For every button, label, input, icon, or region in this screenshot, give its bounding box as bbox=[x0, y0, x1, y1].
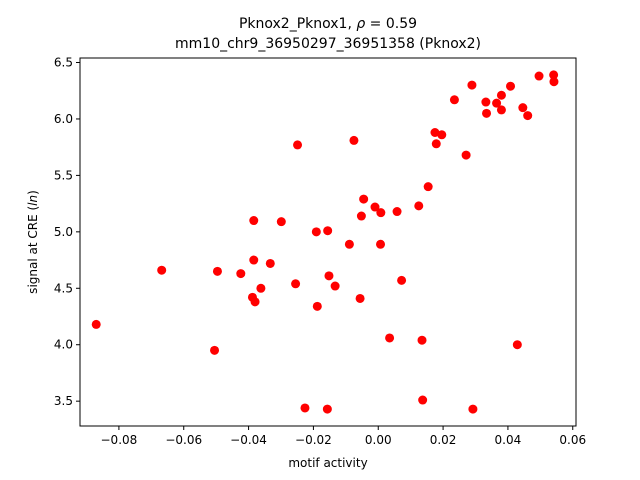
data-point bbox=[397, 275, 407, 285]
y-tick-label: 4.5 bbox=[54, 281, 73, 295]
plot-frame bbox=[79, 57, 577, 427]
data-point bbox=[467, 80, 477, 90]
data-point bbox=[355, 293, 365, 303]
y-tick-label: 6.5 bbox=[54, 56, 73, 70]
data-point bbox=[496, 90, 506, 100]
data-point bbox=[418, 395, 428, 405]
data-point bbox=[468, 404, 478, 414]
data-point bbox=[157, 265, 167, 275]
x-axis: −0.08 −0.06 −0.04 −0.02 0.00 0.02 0.04 0.06 bbox=[101, 426, 586, 447]
data-point bbox=[392, 207, 402, 217]
y-tick-label: 3.5 bbox=[54, 394, 73, 408]
data-point bbox=[518, 103, 528, 113]
x-tick-label: 0.02 bbox=[430, 433, 457, 447]
data-point bbox=[359, 194, 369, 204]
data-point bbox=[385, 333, 395, 343]
data-point bbox=[249, 216, 259, 226]
y-tick-label: 6.0 bbox=[54, 112, 73, 126]
chart-title-line2: mm10_chr9_36950297_36951358 (Pknox2) bbox=[175, 36, 481, 52]
data-point bbox=[291, 279, 301, 289]
data-point bbox=[276, 217, 286, 227]
data-point bbox=[356, 211, 366, 221]
x-tick-label: −0.04 bbox=[230, 433, 267, 447]
x-tick-label: 0.00 bbox=[365, 433, 392, 447]
x-tick-label: −0.06 bbox=[165, 433, 202, 447]
data-point bbox=[370, 202, 380, 212]
data-point bbox=[496, 105, 506, 115]
data-point bbox=[349, 135, 359, 145]
data-points bbox=[91, 70, 559, 414]
data-point bbox=[414, 201, 424, 211]
data-point bbox=[311, 227, 321, 237]
y-tick-label: 4.0 bbox=[54, 338, 73, 352]
y-tick-label: 5.0 bbox=[54, 225, 73, 239]
data-point bbox=[300, 403, 310, 413]
data-point bbox=[431, 139, 441, 149]
plot-area bbox=[79, 57, 577, 427]
data-point bbox=[492, 98, 502, 108]
data-point bbox=[523, 111, 533, 121]
x-tick-label: 0.06 bbox=[559, 433, 586, 447]
data-point bbox=[265, 258, 275, 268]
data-point bbox=[91, 319, 101, 329]
y-axis: 3.5 4.0 4.5 5.0 5.5 6.0 6.5 bbox=[54, 56, 80, 408]
y-tick-label: 5.5 bbox=[54, 168, 73, 182]
x-tick-label: 0.04 bbox=[495, 433, 522, 447]
data-point bbox=[312, 301, 322, 311]
data-point bbox=[236, 269, 246, 279]
data-point bbox=[256, 283, 266, 293]
data-point bbox=[481, 97, 491, 107]
data-point bbox=[549, 77, 559, 87]
data-point bbox=[376, 239, 386, 249]
data-point bbox=[482, 108, 492, 118]
data-point bbox=[506, 81, 516, 91]
data-point bbox=[249, 255, 259, 265]
data-point bbox=[549, 70, 559, 80]
data-point bbox=[376, 208, 386, 218]
data-point bbox=[461, 150, 471, 160]
y-axis-label: signal at CRE (ln) bbox=[26, 190, 40, 294]
data-point bbox=[293, 140, 303, 150]
x-tick-label: −0.08 bbox=[101, 433, 138, 447]
data-point bbox=[449, 95, 459, 105]
data-point bbox=[250, 297, 260, 307]
data-point bbox=[212, 266, 222, 276]
data-point bbox=[512, 340, 522, 350]
chart-title-line1: Pknox2_Pknox1, ρ = 0.59 bbox=[239, 16, 417, 32]
data-point bbox=[210, 345, 220, 355]
data-point bbox=[437, 130, 447, 140]
data-point bbox=[330, 281, 340, 291]
data-point bbox=[324, 271, 334, 281]
data-point bbox=[417, 335, 427, 345]
x-axis-label: motif activity bbox=[288, 456, 367, 470]
data-point bbox=[430, 128, 440, 138]
data-point bbox=[322, 404, 332, 414]
data-point bbox=[344, 239, 354, 249]
data-point bbox=[534, 71, 544, 81]
data-point bbox=[323, 226, 333, 236]
data-point bbox=[423, 182, 433, 192]
x-tick-label: −0.02 bbox=[295, 433, 332, 447]
